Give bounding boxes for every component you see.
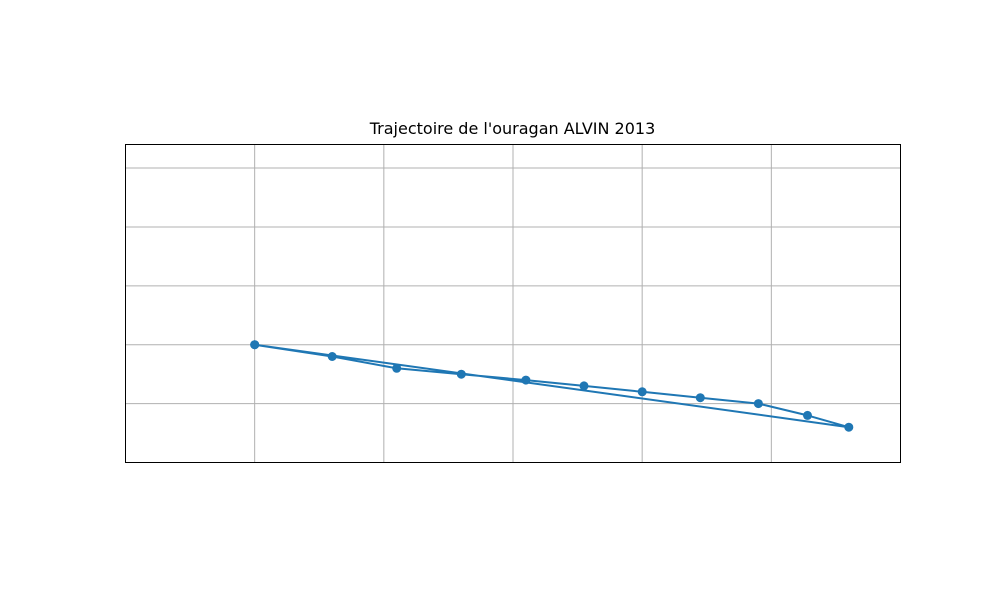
plot-frame	[125, 144, 901, 463]
data-point	[803, 410, 812, 420]
chart-title: Trajectoire de l'ouragan ALVIN 2013	[369, 119, 656, 138]
data-point	[695, 393, 705, 403]
data-point	[521, 375, 531, 385]
data-point	[392, 363, 402, 373]
series-layer	[250, 340, 854, 432]
data-point	[327, 352, 337, 361]
grid-lines	[125, 144, 901, 463]
series-line	[254, 343, 850, 429]
data-point	[844, 422, 854, 432]
data-point	[753, 399, 763, 409]
data-point	[637, 387, 647, 397]
data-point	[579, 381, 589, 391]
data-point	[456, 369, 466, 379]
data-point	[250, 340, 260, 350]
